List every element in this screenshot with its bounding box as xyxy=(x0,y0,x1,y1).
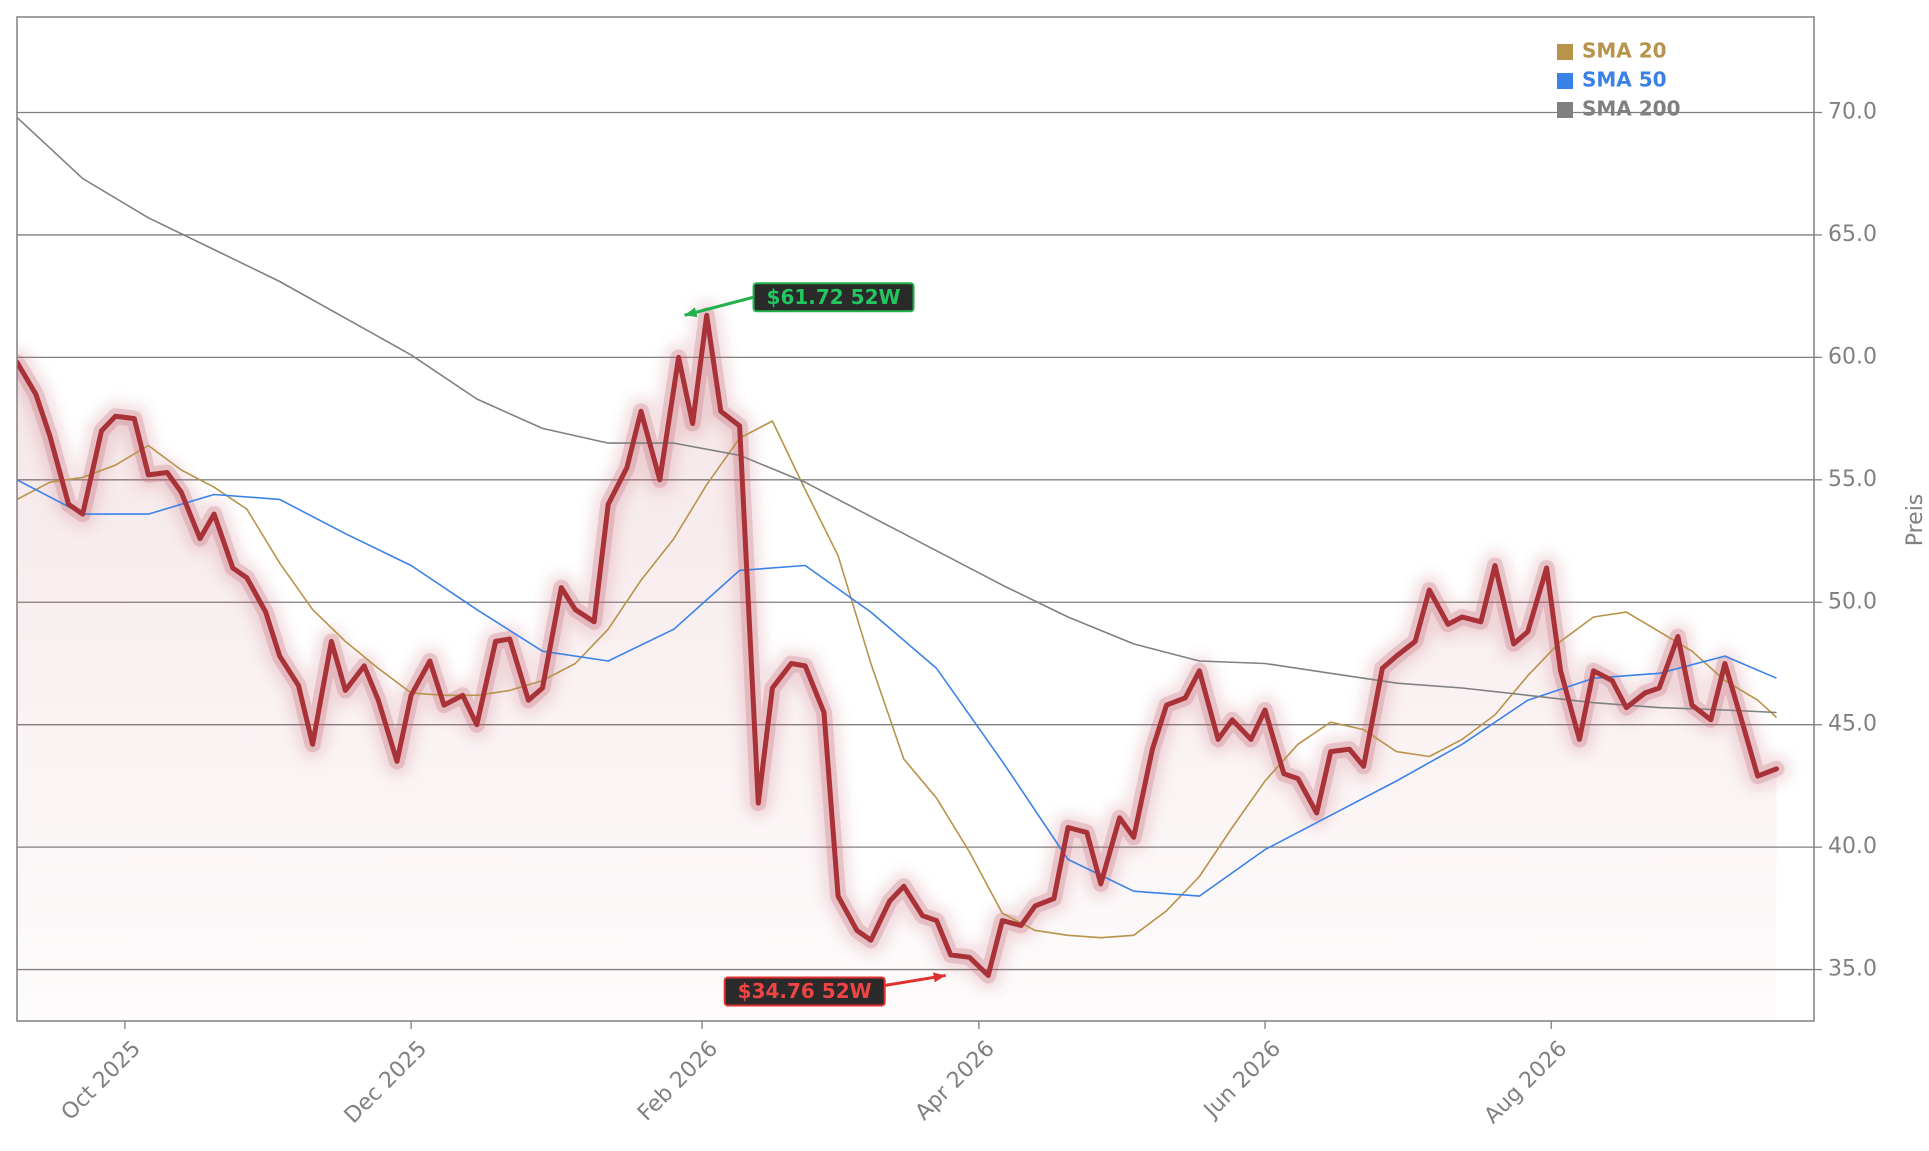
sma-50-line xyxy=(17,479,1777,897)
price-series xyxy=(17,312,1779,978)
high-label-box xyxy=(752,282,915,313)
price-area-fill xyxy=(17,315,1777,1021)
y-tick-label: 65.0 xyxy=(1828,222,1877,247)
price-line xyxy=(17,312,1779,978)
x-tick-label: Oct 2025 xyxy=(57,1036,146,1125)
y-tick-label: 45.0 xyxy=(1828,712,1877,737)
legend: SMA 20 SMA 50 SMA 200 xyxy=(1557,39,1681,121)
high-arrow-head xyxy=(684,307,698,318)
low-label-box xyxy=(723,976,886,1007)
x-tick-label: Feb 2026 xyxy=(633,1036,723,1126)
plot-frame xyxy=(16,16,1815,1022)
legend-swatch xyxy=(1557,73,1573,89)
x-tick-label: Aug 2026 xyxy=(1480,1036,1573,1129)
legend-swatch xyxy=(1557,44,1573,60)
legend-label: SMA 200 xyxy=(1582,97,1681,121)
x-tick-label: Jun 2026 xyxy=(1198,1036,1286,1124)
price-area xyxy=(17,315,1777,1021)
y-tick-label: 35.0 xyxy=(1828,957,1877,982)
legend-label: SMA 50 xyxy=(1582,68,1667,92)
legend-label: SMA 20 xyxy=(1582,39,1667,63)
y-axis: 35.0 40.0 45.0 50.0 55.0 60.0 65.0 70.0 xyxy=(1814,100,1877,982)
y-axis-title: Preis xyxy=(1903,494,1928,547)
y-tick-label: 70.0 xyxy=(1828,100,1877,125)
x-tick-label: Apr 2026 xyxy=(911,1036,1000,1125)
y-tick-label: 55.0 xyxy=(1828,467,1877,492)
low-arrow-head xyxy=(933,972,946,983)
annotations: $61.72 52W $34.76 52W xyxy=(684,282,946,1007)
legend-swatch xyxy=(1557,102,1573,118)
sma-20-line xyxy=(17,420,1778,939)
sma-200-line xyxy=(17,116,1777,714)
low-label-text: $34.76 52W xyxy=(738,979,872,1003)
high-label-text: $61.72 52W xyxy=(767,285,901,309)
sma-lines xyxy=(17,116,1778,939)
y-tick-label: 60.0 xyxy=(1828,344,1877,369)
x-tick-label: Dec 2025 xyxy=(340,1036,432,1128)
y-tick-label: 50.0 xyxy=(1828,589,1877,614)
y-tick-label: 40.0 xyxy=(1828,834,1877,859)
x-axis: Oct 2025 Dec 2025 Feb 2026 Apr 2026 Jun 2026… xyxy=(57,1021,1572,1129)
